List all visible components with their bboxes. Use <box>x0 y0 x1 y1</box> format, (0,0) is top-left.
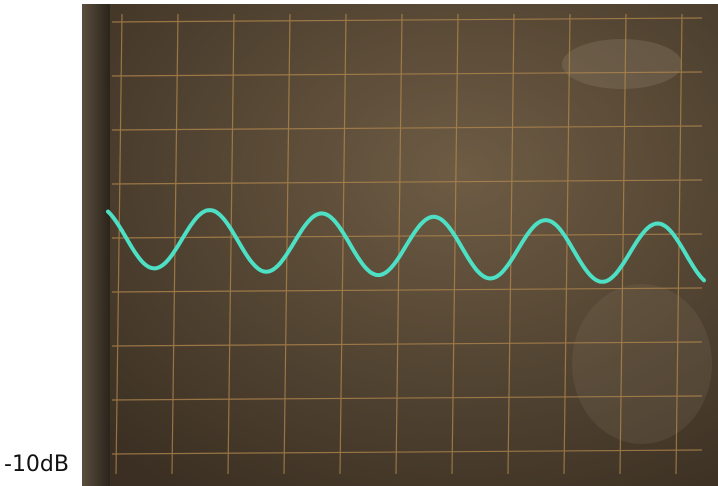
glare <box>562 39 682 89</box>
screen <box>82 4 718 486</box>
trace <box>106 208 706 284</box>
grid-line <box>111 449 703 455</box>
grid-line <box>283 13 291 475</box>
grid-line <box>111 71 703 77</box>
bezel <box>82 4 110 486</box>
grid-line <box>227 13 235 475</box>
grid-line <box>171 13 179 475</box>
glare <box>572 284 712 444</box>
grid-line <box>111 125 703 131</box>
grid-line <box>339 13 347 475</box>
caption: -10dB <box>4 452 69 477</box>
grid-line <box>619 13 627 475</box>
oscilloscope-photo <box>82 4 718 486</box>
grid-line <box>111 341 703 347</box>
grid-line <box>115 13 123 475</box>
grid-line <box>395 13 403 475</box>
grid-line <box>111 233 703 239</box>
grid-line <box>111 179 703 185</box>
grid-line <box>111 395 703 401</box>
grid-line <box>111 287 703 293</box>
grid-line <box>111 17 703 23</box>
